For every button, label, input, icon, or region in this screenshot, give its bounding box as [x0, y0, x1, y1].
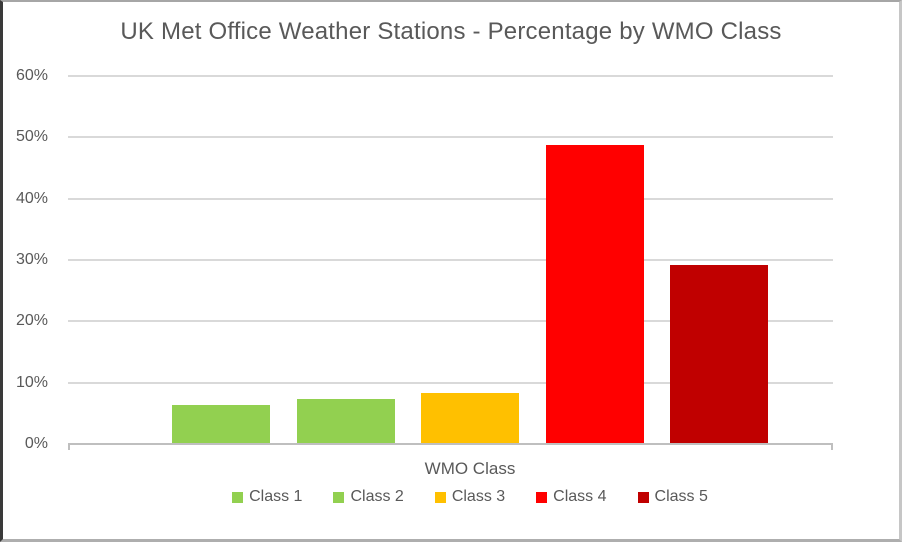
- bar-class-2: [297, 398, 395, 444]
- y-tick-label: 60%: [15, 67, 48, 84]
- bar-class-1: [172, 405, 270, 444]
- gridline: [68, 136, 833, 139]
- x-axis-title: WMO Class: [424, 459, 516, 478]
- y-tick-label: 0%: [24, 435, 48, 452]
- legend-item-class-2: Class 2: [333, 488, 404, 506]
- gridline: [68, 320, 833, 323]
- legend-item-class-4: Class 4: [536, 488, 607, 506]
- bar-class-3: [421, 392, 519, 444]
- legend-swatch-icon: [637, 491, 649, 503]
- gridline: [68, 75, 833, 77]
- legend-swatch-icon: [232, 491, 244, 503]
- gridline: [68, 381, 833, 384]
- x-axis-line: [68, 443, 833, 445]
- axis-end-tick: [831, 444, 833, 450]
- legend-label: Class 4: [553, 488, 607, 505]
- legend-label: Class 1: [249, 488, 303, 505]
- legend: Class 1 Class 2 Class 3 Class 4 Class 5: [40, 488, 900, 506]
- chart-title: UK Met Office Weather Stations - Percent…: [120, 18, 782, 45]
- axis-end-tick: [68, 444, 70, 450]
- bar-class-5: [670, 264, 768, 444]
- legend-swatch-icon: [536, 491, 548, 503]
- gridline: [68, 259, 833, 261]
- legend-item-class-1: Class 1: [232, 488, 302, 506]
- plot-area: [68, 75, 833, 450]
- legend-label: Class 5: [654, 488, 708, 505]
- legend-item-class-3: Class 3: [434, 488, 506, 506]
- gridline: [68, 197, 833, 200]
- y-tick-label: 10%: [15, 373, 48, 391]
- bar-class-4: [546, 145, 644, 444]
- y-tick-label: 50%: [15, 128, 48, 146]
- legend-label: Class 2: [350, 488, 404, 505]
- y-tick-label: 20%: [15, 312, 48, 330]
- legend-swatch-icon: [333, 491, 345, 503]
- legend-label: Class 3: [451, 488, 506, 505]
- legend-item-class-5: Class 5: [637, 488, 708, 506]
- y-tick-label: 30%: [15, 251, 48, 268]
- y-tick-label: 40%: [15, 189, 48, 207]
- legend-swatch-icon: [434, 491, 446, 503]
